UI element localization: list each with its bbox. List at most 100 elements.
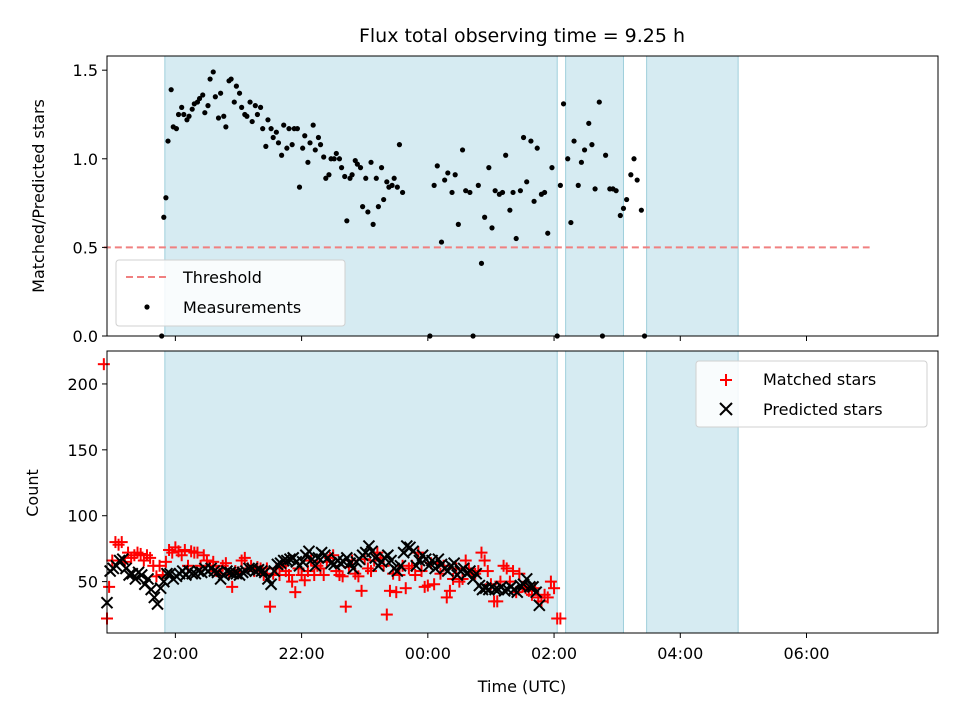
matched-star-point [289, 586, 302, 599]
measurement-point [378, 165, 385, 171]
matched-star-point [134, 547, 147, 560]
measurement-point [321, 154, 327, 160]
measurement-point [560, 101, 567, 107]
measurement-point [279, 152, 285, 158]
measurement-point [210, 69, 216, 75]
measurement-point [478, 260, 485, 266]
x-tick-label: 20:00 [152, 644, 198, 663]
matched-star-point [554, 612, 567, 625]
matched-star-point [440, 591, 453, 604]
matched-star-point [459, 554, 472, 567]
observing-window-band [646, 55, 739, 337]
legend-matched-label: Matched stars [763, 370, 876, 389]
measurement-point [205, 103, 211, 109]
measurement-point [186, 113, 192, 119]
measurement-point [503, 152, 509, 158]
predicted-star-point [236, 566, 249, 579]
y-tick-label: 0.5 [73, 238, 98, 257]
measurement-point [389, 182, 395, 188]
predicted-star-point [533, 599, 546, 612]
matched-star-point [399, 582, 412, 595]
predicted-star-point [463, 564, 477, 578]
y-tick-label: 0.0 [73, 327, 98, 346]
measurement-point [302, 133, 308, 139]
matched-star-point [491, 595, 504, 608]
count-y-axis-label: Count [23, 469, 42, 517]
measurement-point [181, 111, 187, 118]
matched-star-point [159, 555, 172, 568]
measurement-point [165, 138, 171, 144]
measurement-point [233, 83, 239, 89]
measurement-point [317, 142, 324, 148]
measurement-point [399, 189, 406, 196]
measurement-point [354, 161, 360, 167]
measurement-point [286, 126, 292, 132]
measurement-point [223, 124, 229, 130]
measurement-point [438, 239, 445, 245]
measurement-point [239, 104, 245, 110]
measurement-point [236, 90, 243, 96]
predicted-star-point [428, 562, 442, 575]
measurement-point [634, 177, 640, 183]
count-panel-frame [106, 350, 939, 634]
measurement-point [357, 165, 364, 171]
predicted-star-point [154, 581, 167, 595]
predicted-star-point [302, 545, 316, 558]
measurement-point [571, 138, 577, 144]
measurement-point [331, 156, 337, 162]
measurement-point [326, 172, 332, 178]
count-legend-box [695, 360, 928, 428]
predicted-star-point [394, 559, 407, 573]
predicted-star-point [296, 555, 309, 569]
y-tick-label: 1.0 [73, 150, 98, 169]
matched-star-point [525, 588, 538, 601]
matched-star-point [103, 580, 116, 593]
measurement-point [373, 175, 379, 181]
measurement-point [300, 145, 306, 151]
ratio-y-axis-label: Matched/Predicted stars [29, 99, 48, 293]
y-tick-label: 200 [67, 375, 98, 394]
measurement-point [254, 111, 261, 118]
measurement-point [492, 188, 498, 194]
measurement-point [592, 186, 598, 192]
measurement-point [305, 159, 311, 165]
matched-star-point [500, 562, 513, 575]
measurement-point [284, 145, 290, 151]
matched-star-point [97, 358, 110, 371]
measurement-point [510, 189, 516, 196]
predicted-star-point [470, 567, 483, 580]
measurement-point [163, 195, 169, 201]
measurement-point [231, 99, 237, 105]
matched-star-point [548, 582, 561, 595]
measurement-point [360, 204, 366, 210]
measurement-point [307, 140, 313, 146]
predicted-star-point [520, 572, 533, 586]
ratio-panel-frame [106, 55, 939, 337]
x-axis-label: Time (UTC) [477, 677, 566, 696]
measurement-point [581, 147, 588, 153]
measurement-point [315, 134, 322, 141]
measurement-point [265, 117, 271, 123]
matched-star-point [153, 559, 166, 572]
matched-star-point [298, 574, 311, 587]
measurement-point [215, 115, 222, 121]
legend-measurements-label: Measurements [183, 298, 301, 317]
matched-star-point [317, 569, 330, 582]
predicted-star-point [208, 564, 221, 578]
y-tick-label: 50 [78, 573, 98, 592]
matched-star-point [507, 565, 520, 578]
measurement-point [452, 172, 458, 178]
measurement-point [396, 142, 403, 148]
predicted-star-point [220, 564, 234, 578]
ratio-legend-box [115, 259, 346, 327]
measurement-point [196, 95, 203, 102]
matched-star-point [150, 570, 163, 583]
x-tick-label: 00:00 [405, 644, 451, 663]
measurement-point [475, 182, 481, 188]
matched-star-point [115, 536, 128, 549]
chart-title: Flux total observing time = 9.25 h [359, 25, 685, 47]
predicted-star-point [157, 575, 171, 588]
measurement-point [344, 218, 350, 224]
measurement-point [268, 126, 274, 132]
measurement-point [296, 184, 303, 190]
